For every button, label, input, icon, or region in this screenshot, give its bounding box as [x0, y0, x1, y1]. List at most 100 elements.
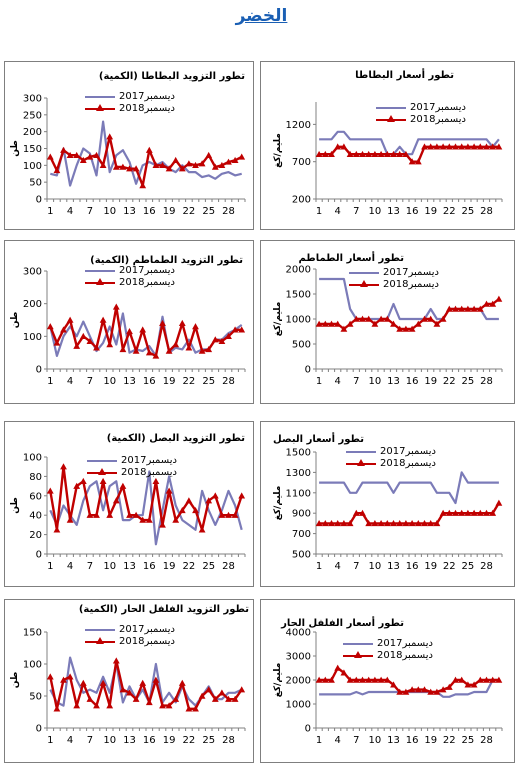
data-point-2018 [365, 676, 373, 683]
y-tick-label: 700 [292, 529, 311, 540]
data-point-2018 [99, 161, 107, 169]
x-tick-label: 25 [202, 206, 215, 217]
legend-marker-icon [96, 637, 104, 644]
chart-title: تطور أسعار البطاطا [355, 70, 454, 81]
legend-label: ديسمبر2017 [410, 102, 466, 113]
data-point-2018 [126, 511, 133, 518]
data-point-2018 [132, 347, 140, 354]
x-tick-label: 25 [462, 561, 475, 572]
x-tick-label: 10 [103, 376, 116, 387]
data-point-2018 [145, 146, 153, 153]
y-tick-label: 1000 [286, 700, 311, 711]
data-point-2018 [60, 463, 67, 470]
legend-swatch [85, 104, 115, 111]
x-tick-label: 4 [67, 376, 73, 387]
data-point-2018 [192, 705, 199, 712]
data-point-2018 [328, 676, 335, 683]
data-point-2018 [352, 676, 360, 683]
data-point-2018 [340, 669, 348, 676]
y-tick-label: 100 [23, 161, 42, 172]
y-tick-label: 2000 [286, 265, 311, 276]
chart-title: تطور التزويد البطاطا (الكمية) [98, 71, 245, 82]
legend-item: ديسمبر2018 [85, 277, 195, 289]
data-point-2018 [165, 487, 173, 494]
data-point-2018 [359, 150, 366, 157]
y-tick-label: 1300 [286, 468, 311, 479]
data-point-2018 [464, 509, 472, 516]
y-axis-label: طن [10, 497, 20, 514]
legend-marker-icon [357, 459, 365, 466]
data-point-2018 [495, 676, 503, 683]
data-point-2018 [145, 349, 153, 356]
data-point-2018 [178, 506, 186, 514]
x-tick-label: 13 [387, 206, 400, 217]
chart-legend: ديسمبر2017 ديسمبر2018 [376, 102, 486, 126]
x-tick-label: 22 [443, 376, 456, 387]
y-axis-label: مليم/كغ [273, 133, 283, 168]
data-point-2018 [408, 158, 416, 165]
data-point-2018 [225, 511, 232, 518]
data-point-2018 [211, 695, 219, 702]
legend-item: ديسمبر2017 [343, 638, 453, 650]
y-tick-label: 20 [29, 530, 42, 541]
legend-item: ديسمبر2017 [85, 265, 195, 277]
x-tick-label: 28 [222, 561, 235, 572]
x-tick-label: 4 [335, 735, 341, 746]
data-point-2018 [334, 520, 342, 527]
x-tick-label: 7 [353, 561, 359, 572]
x-tick-label: 4 [335, 206, 341, 217]
data-point-2018 [159, 319, 166, 326]
data-point-2018 [321, 676, 329, 683]
data-point-2018 [433, 320, 441, 327]
x-tick-label: 13 [387, 735, 400, 746]
data-point-2018 [53, 705, 61, 712]
data-point-2018 [205, 497, 213, 504]
y-tick-label: 250 [23, 110, 42, 121]
data-point-2018 [371, 676, 379, 683]
data-point-2018 [390, 150, 397, 157]
legend-swatch [349, 280, 379, 287]
x-tick-label: 7 [87, 376, 93, 387]
data-point-2018 [231, 695, 239, 702]
data-point-2018 [470, 509, 478, 516]
y-tick-label: 60 [29, 491, 42, 502]
x-tick-label: 28 [480, 735, 493, 746]
legend-label: ديسمبر2017 [380, 446, 436, 457]
data-point-2018 [145, 699, 153, 706]
data-point-2018 [421, 315, 428, 322]
chart-onion-supply: تطور التزويد البصل (الكمية) 0 20 40 60 80 100 1… [4, 421, 254, 587]
data-point-2018 [139, 326, 147, 333]
data-point-2018 [185, 497, 193, 504]
y-tick-label: 4000 [286, 628, 311, 639]
data-point-2018 [73, 702, 81, 709]
x-tick-label: 10 [103, 206, 116, 217]
legend-marker-icon [96, 278, 104, 285]
data-point-2018 [119, 163, 127, 170]
data-point-2018 [159, 521, 166, 528]
y-tick-label: 0 [305, 365, 311, 376]
chart-pepper-supply: تطور التزويد الفلفل الحار (الكمية) 0 50 100… [4, 599, 254, 763]
data-point-2018 [53, 526, 61, 533]
legend-item: ديسمبر2017 [346, 446, 456, 458]
legend-label: ديسمبر2018 [119, 636, 175, 647]
x-tick-label: 19 [424, 561, 437, 572]
data-point-2018 [352, 509, 360, 516]
data-point-2018 [159, 161, 166, 169]
data-point-2018 [464, 305, 472, 312]
data-point-2018 [152, 676, 160, 683]
data-point-2018 [218, 161, 226, 169]
legend-item: ديسمبر2017 [349, 267, 459, 279]
data-point-2018 [390, 320, 397, 327]
chart-tomato-price: تطور أسعار الطماطم 0 500 1000 1500 2000 1 4 7 10 1… [260, 240, 515, 404]
data-point-2018 [172, 516, 180, 523]
chart-title: تطور التزويد البصل (الكمية) [106, 433, 245, 444]
data-point-2018 [346, 150, 354, 157]
x-tick-label: 7 [87, 735, 93, 746]
data-point-2018 [60, 326, 67, 333]
data-point-2018 [352, 150, 360, 157]
data-point-2018 [66, 151, 74, 158]
series-line-2017 [319, 471, 499, 505]
data-point-2018 [421, 143, 428, 150]
y-tick-label: 300 [23, 267, 42, 278]
data-point-2018 [402, 325, 410, 332]
